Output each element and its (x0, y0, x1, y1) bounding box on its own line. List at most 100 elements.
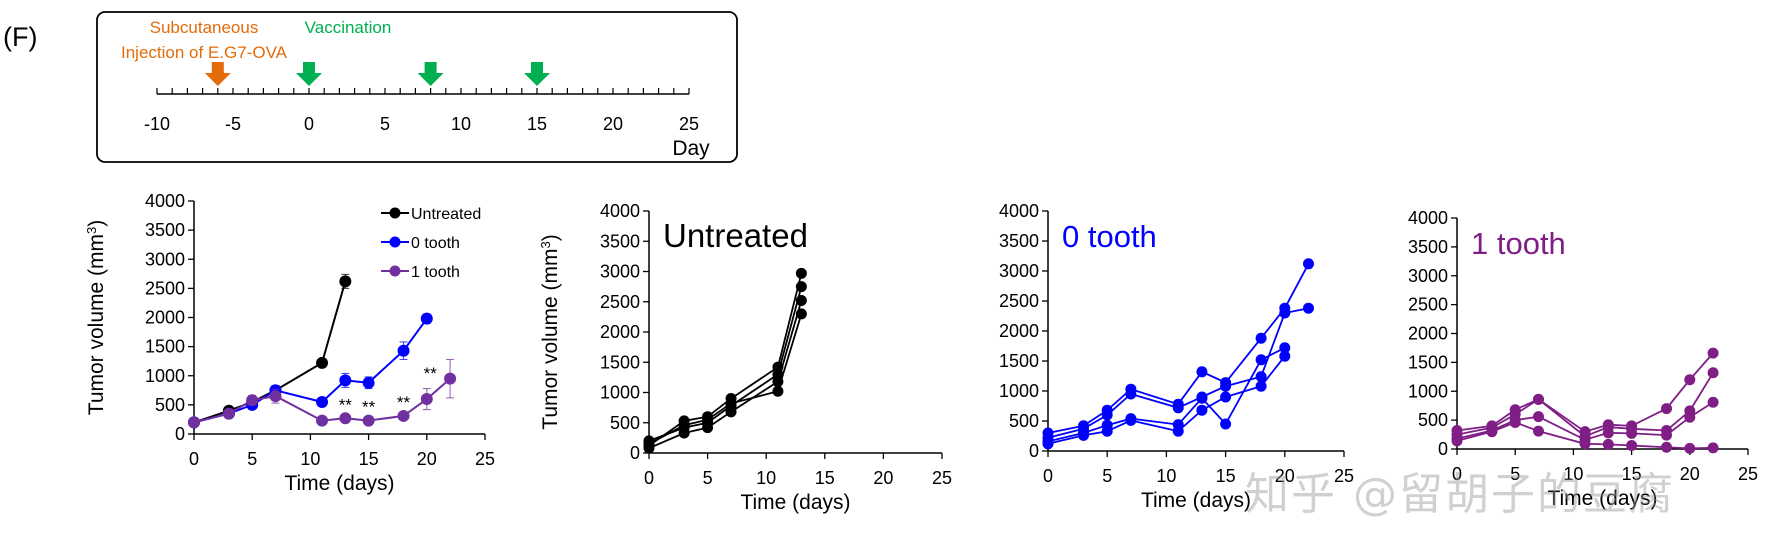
data-point (316, 395, 329, 408)
series-line (1456, 401, 1714, 441)
x-axis-title: Time (days) (1547, 487, 1657, 510)
data-point (1684, 374, 1696, 386)
data-point (316, 356, 329, 369)
data-point (362, 376, 375, 389)
timeline-tick-label: 20 (603, 114, 623, 134)
y-tick-label: 3000 (145, 249, 185, 269)
y-tick-label: 500 (1009, 411, 1039, 431)
y-tick-label: 3000 (999, 261, 1039, 281)
x-tick-label: 0 (644, 468, 654, 488)
y-tick-label: 1500 (600, 352, 640, 372)
timeline-unit-label: Day (672, 137, 710, 160)
data-point (188, 416, 200, 429)
x-tick-label: 15 (1216, 466, 1236, 486)
injection-label: Injection of E.G7-OVA (121, 43, 288, 62)
data-point (1125, 388, 1137, 400)
data-point (1196, 404, 1208, 416)
y-tick-label: 1000 (145, 366, 185, 386)
legend-marker (389, 236, 401, 248)
y-tick-label: 500 (610, 413, 640, 433)
data-point (397, 344, 410, 357)
y-tick-label: 1500 (1408, 352, 1448, 372)
legend-marker (389, 207, 401, 219)
x-tick-label: 5 (703, 468, 713, 488)
injection-label: Subcutaneous (150, 18, 259, 37)
timeline-frame (96, 11, 738, 163)
data-point (1255, 354, 1267, 366)
data-point (1602, 427, 1614, 439)
legend-item: 1 tooth (381, 264, 460, 281)
series-line (1047, 307, 1309, 439)
data-point (339, 412, 352, 425)
y-tick-label: 2500 (145, 278, 185, 298)
data-point (725, 397, 737, 409)
data-point (339, 374, 352, 387)
y-tick-label: 2000 (600, 322, 640, 342)
data-point (1196, 366, 1208, 378)
data-point (1684, 411, 1696, 423)
y-tick-label: 2500 (1408, 295, 1448, 315)
data-point (1684, 442, 1696, 454)
data-point (1220, 391, 1232, 403)
series-line (193, 377, 451, 424)
data-point (1451, 435, 1463, 447)
data-point (362, 414, 375, 427)
data-point (702, 414, 714, 426)
data-point (725, 406, 737, 418)
y-tick-label: 1500 (999, 351, 1039, 371)
x-tick-label: 10 (1156, 466, 1176, 486)
x-tick-label: 10 (1563, 464, 1583, 484)
y-tick-label: 3500 (600, 231, 640, 251)
y-tick-label: 2500 (600, 292, 640, 312)
legend-label: Untreated (411, 206, 481, 223)
y-tick-label: 3500 (145, 220, 185, 240)
x-tick-label: 20 (1275, 466, 1295, 486)
data-point (1661, 429, 1673, 441)
panel-title: Untreated (663, 217, 808, 254)
data-point (1302, 302, 1314, 314)
data-point (772, 385, 784, 397)
series-0-tooth (188, 312, 433, 429)
data-point (795, 281, 807, 293)
mouse-series (1042, 350, 1291, 450)
data-point (1279, 342, 1291, 354)
y-tick-label: 0 (1438, 439, 1448, 459)
mouse-series (1042, 342, 1291, 447)
significance-marker: ** (339, 395, 353, 414)
data-point (1602, 438, 1614, 450)
data-point (1707, 367, 1719, 379)
data-point (1707, 396, 1719, 408)
y-tick-label: 0 (1029, 441, 1039, 461)
data-point (1255, 332, 1267, 344)
y-tick-label: 4000 (600, 201, 640, 221)
series-line (648, 286, 803, 442)
y-tick-label: 2000 (1408, 324, 1448, 344)
data-point (795, 308, 807, 320)
data-point (222, 407, 235, 420)
y-tick-label: 500 (155, 395, 185, 415)
x-tick-label: 15 (1622, 464, 1642, 484)
panel-title: 0 tooth (1062, 219, 1157, 254)
x-tick-label: 10 (300, 449, 320, 469)
data-point (1101, 425, 1113, 437)
y-tick-label: 500 (1418, 410, 1448, 430)
watermark-text: 知乎 @留胡子的豆腐 (1245, 469, 1675, 520)
y-tick-label: 3500 (1408, 237, 1448, 257)
y-tick-label: 4000 (1408, 208, 1448, 228)
x-tick-label: 25 (1334, 466, 1354, 486)
data-point (1078, 429, 1090, 441)
mouse-series (643, 308, 807, 450)
chart-mean-volume: 0 500 1000 1500 2000 2500 3000 3500 4000 0 5 10 15 20… (84, 191, 496, 495)
data-point (1279, 307, 1291, 319)
legend-item: Untreated (381, 206, 481, 223)
chart-1-tooth-individual: 0 500 1000 1500 2000 2500 3000 3500 4000 0 5 10 15 20… (1408, 208, 1758, 510)
series-line (1047, 263, 1310, 434)
data-point (1661, 403, 1673, 415)
y-tick-label: 1000 (999, 381, 1039, 401)
data-point (1532, 393, 1544, 405)
data-point (678, 427, 690, 439)
data-point (246, 394, 259, 407)
data-point (1579, 438, 1591, 450)
x-tick-label: 5 (1102, 466, 1112, 486)
